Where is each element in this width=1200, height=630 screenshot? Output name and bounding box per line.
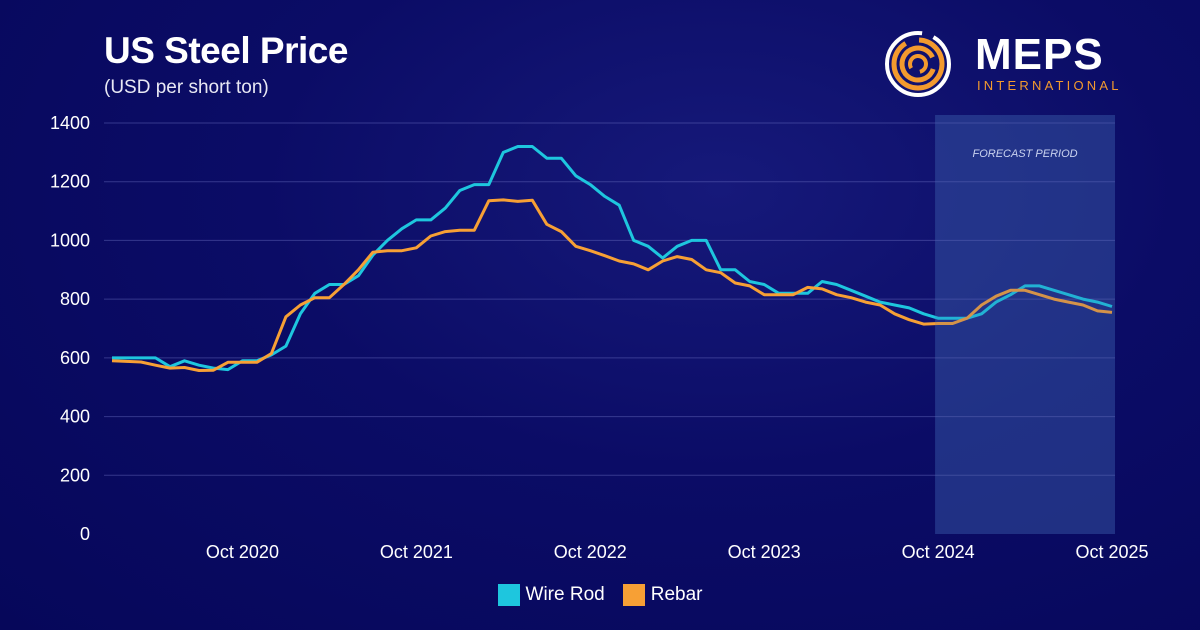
y-tick-label: 400	[60, 407, 90, 427]
logo-emblem-icon	[885, 31, 951, 97]
meps-logo: MEPS INTERNATIONAL	[882, 28, 1122, 98]
series-line-wire-rod	[112, 145, 1113, 372]
chart-subtitle: (USD per short ton)	[104, 77, 269, 98]
y-tick-label: 1000	[50, 230, 90, 250]
y-tick-label: 800	[60, 289, 90, 309]
x-tick-label: Oct 2021	[380, 542, 453, 562]
y-tick-label: 600	[60, 348, 90, 368]
chart-title: US Steel Price	[104, 30, 348, 71]
y-tick-label: 0	[80, 524, 90, 544]
x-tick-label: Oct 2020	[206, 542, 279, 562]
legend-item-rebar: Rebar	[622, 584, 703, 606]
legend-label: Wire Rod	[525, 584, 605, 605]
x-tick-label: Oct 2025	[1075, 542, 1148, 562]
series-line-rebar	[111, 198, 1113, 372]
logo-wordmark: MEPS	[975, 30, 1104, 79]
logo-subtext: INTERNATIONAL	[977, 78, 1122, 93]
forecast-band	[935, 115, 1115, 534]
legend-label: Rebar	[650, 584, 703, 605]
y-tick-label: 1400	[50, 113, 90, 133]
y-tick-label: 200	[60, 465, 90, 485]
legend-swatch	[497, 584, 520, 606]
forecast-overlay	[935, 115, 1115, 534]
forecast-label: FORECAST PERIOD	[972, 148, 1077, 160]
x-tick-label: Oct 2022	[554, 542, 627, 562]
legend: Wire Rod Rebar	[0, 584, 1200, 606]
x-tick-label: Oct 2024	[902, 542, 975, 562]
legend-swatch	[622, 584, 645, 606]
legend-item-wire-rod: Wire Rod	[497, 584, 605, 606]
y-tick-label: 1200	[50, 172, 90, 192]
x-tick-label: Oct 2023	[728, 542, 801, 562]
